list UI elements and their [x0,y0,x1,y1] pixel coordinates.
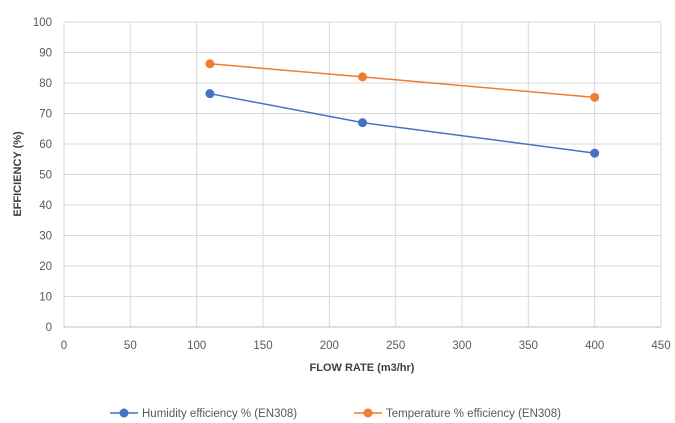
data-point [358,118,367,128]
x-tick-label: 100 [187,340,206,352]
y-tick-label: 60 [39,139,52,151]
legend-label: Humidity efficiency % (EN308) [142,408,297,420]
data-point [590,92,600,102]
data-point [358,72,367,82]
legend-label: Temperature % efficiency (EN308) [386,408,561,420]
gridlines [63,21,662,327]
y-tick-label: 0 [46,322,52,334]
data-series [205,59,600,158]
legend-item: Humidity efficiency % (EN308) [110,408,297,420]
x-tick-label: 200 [320,340,339,352]
y-tick-label: 30 [39,231,52,243]
series-temperature [205,59,600,102]
y-tick-label: 40 [39,200,52,212]
x-tick-label: 300 [452,340,471,352]
legend: Humidity efficiency % (EN308) Temperature… [110,408,561,420]
legend-marker [119,408,129,418]
legend-marker [363,408,373,418]
y-tick-labels: 0 10 20 30 40 50 60 70 80 90 100 [33,17,52,334]
y-tick-label: 20 [39,261,52,273]
data-point [590,148,600,158]
data-point [205,59,215,69]
y-tick-label: 100 [33,17,52,29]
y-axis-title: EFFICIENCY (%) [12,131,24,217]
series-humidity [205,89,600,158]
x-tick-label: 400 [585,340,604,352]
y-tick-label: 10 [39,292,52,304]
x-tick-label: 450 [651,340,670,352]
y-tick-label: 50 [39,170,52,182]
x-tick-label: 0 [61,340,67,352]
x-tick-label: 150 [253,340,272,352]
data-point [205,89,215,99]
y-tick-label: 90 [39,48,52,60]
legend-item: Temperature % efficiency (EN308) [354,408,561,420]
series-line [209,63,595,99]
x-tick-label: 350 [519,340,538,352]
y-tick-label: 70 [39,109,52,121]
x-tick-label: 250 [386,340,405,352]
x-tick-label: 50 [124,340,137,352]
x-axis-title: FLOW RATE (m3/hr) [310,362,415,374]
x-tick-labels: 0 50 100 150 200 250 300 350 400 450 [61,340,671,352]
y-tick-label: 80 [39,78,52,90]
